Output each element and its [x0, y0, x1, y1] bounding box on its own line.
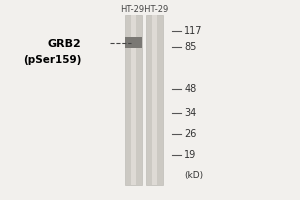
Text: 34: 34: [184, 108, 196, 118]
Bar: [125, 37, 142, 48]
Text: 26: 26: [184, 129, 197, 139]
Text: 48: 48: [184, 84, 196, 94]
Text: GRB2: GRB2: [48, 39, 81, 49]
Bar: [131, 15, 137, 185]
Text: 85: 85: [184, 42, 197, 52]
Text: (pSer159): (pSer159): [23, 55, 81, 65]
Text: 19: 19: [184, 150, 196, 160]
Text: (kD): (kD): [184, 171, 203, 180]
Bar: [146, 15, 163, 185]
Bar: [125, 15, 142, 185]
Bar: [152, 15, 158, 185]
Text: HT-29HT-29: HT-29HT-29: [120, 5, 168, 14]
Text: 117: 117: [184, 26, 203, 36]
